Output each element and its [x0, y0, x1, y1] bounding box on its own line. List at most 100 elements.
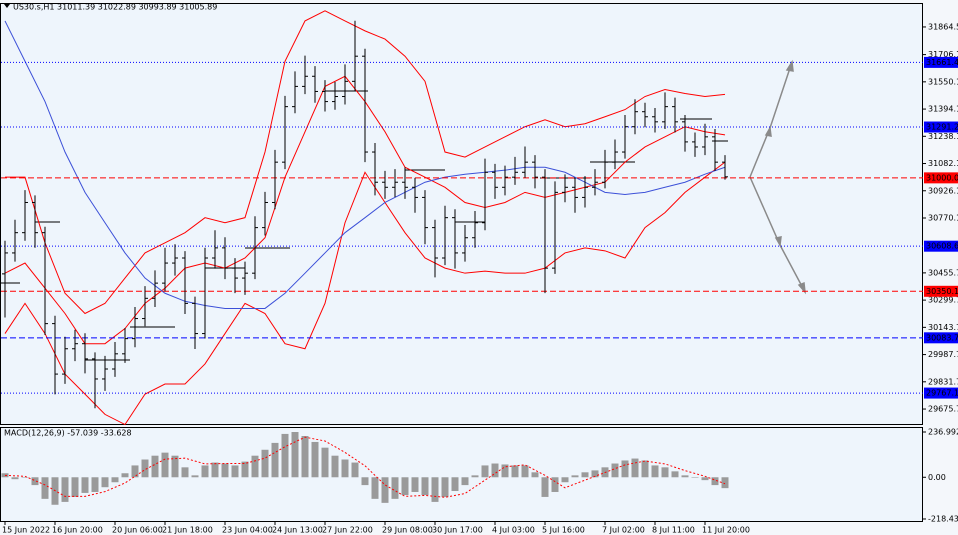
- macd-bar: [221, 463, 229, 478]
- macd-bar: [341, 459, 349, 478]
- header-marker: [4, 4, 10, 8]
- x-tick-label: 16 Jun 20:00: [52, 526, 103, 535]
- macd-bar: [401, 477, 409, 496]
- macd-bar: [41, 477, 49, 499]
- x-tick-label: 11 Jul 20:00: [702, 526, 750, 535]
- macd-bar: [91, 477, 99, 492]
- x-tick-label: 23 Jun 04:00: [222, 526, 273, 535]
- level-label: 30350.18: [926, 287, 958, 296]
- macd-bar: [241, 461, 249, 478]
- x-tick-label: 27 Jun 22:00: [322, 526, 373, 535]
- macd-bar: [671, 471, 679, 478]
- chart-title: US30.s,H1 31011.39 31022.89 30993.89 310…: [13, 3, 217, 12]
- macd-bar: [661, 467, 669, 478]
- y-tick-label: 29675.70: [928, 405, 958, 414]
- macd-bar: [361, 477, 369, 486]
- macd-bar: [691, 477, 699, 478]
- projection-arrows: [749, 59, 807, 295]
- macd-pane: [0, 427, 923, 522]
- level-label: 30608.62: [926, 242, 958, 251]
- level-label-box: [924, 285, 958, 297]
- level-label: 31661.46: [926, 58, 958, 67]
- macd-bar: [171, 455, 179, 478]
- macd-bar: [371, 477, 379, 499]
- macd-bar: [611, 463, 619, 478]
- macd-bar: [571, 475, 579, 478]
- arrow-head: [764, 125, 772, 137]
- macd-title: MACD(12,26,9) -57.039 -33.628: [4, 429, 132, 438]
- arrow-head: [774, 236, 782, 248]
- indicator-line: [5, 10, 726, 315]
- macd-bar: [501, 464, 509, 478]
- macd-bar: [381, 477, 389, 503]
- x-tick-label: 7 Jul 02:00: [602, 526, 645, 535]
- macd-bar: [631, 458, 639, 478]
- macd-bar: [61, 477, 69, 502]
- macd-bar: [21, 477, 29, 478]
- macd-bar: [391, 477, 399, 499]
- level-label: 31000.00: [926, 173, 958, 182]
- level-label-box: [924, 240, 958, 252]
- x-tick-label: 20 Jun 06:00: [112, 526, 163, 535]
- macd-bar: [31, 477, 39, 486]
- y-tick-label: -218.43: [928, 514, 958, 523]
- macd-bar: [511, 465, 519, 478]
- macd-bar: [471, 475, 479, 478]
- x-tick-label: 29 Jun 08:00: [382, 526, 433, 535]
- macd-bar: [1, 473, 9, 478]
- macd-bar: [461, 477, 469, 486]
- price-pane: [0, 3, 923, 425]
- level-label: 29767.17: [926, 389, 958, 398]
- y-tick-label: 30143.70: [928, 323, 958, 332]
- level-label-box: [924, 387, 958, 399]
- macd-bar: [681, 475, 689, 478]
- x-tick-label: 4 Jul 03:00: [492, 526, 535, 535]
- macd-bar: [451, 477, 459, 492]
- macd-bar: [181, 467, 189, 478]
- macd-bar: [541, 477, 549, 497]
- macd-bar: [551, 477, 559, 492]
- y-tick-label: 31706.10: [928, 50, 958, 59]
- macd-bar: [291, 432, 299, 478]
- macd-bar: [521, 465, 529, 478]
- x-tick-label: 15 Jun 2022: [2, 526, 50, 535]
- macd-bar: [11, 477, 19, 480]
- macd-bar: [561, 477, 569, 483]
- y-tick-label: 0.00: [928, 473, 946, 482]
- macd-bar: [411, 477, 419, 492]
- macd-bar: [641, 460, 649, 478]
- macd-bar: [261, 449, 269, 478]
- macd-bar: [111, 477, 119, 483]
- y-tick-label: 29987.70: [928, 350, 958, 359]
- level-label: 30083.70: [926, 333, 958, 342]
- macd-bar: [431, 477, 439, 502]
- macd-bar: [121, 473, 129, 478]
- macd-bar: [151, 455, 159, 478]
- macd-bar: [251, 455, 259, 478]
- macd-bar: [141, 459, 149, 478]
- arrow-head: [797, 281, 807, 295]
- level-label-box: [924, 56, 958, 68]
- macd-bar: [701, 477, 709, 481]
- y-tick-label: 30299.70: [928, 296, 958, 305]
- macd-bar: [331, 455, 339, 478]
- macd-bar: [311, 441, 319, 478]
- macd-bar: [161, 452, 169, 478]
- x-tick-label: 30 Jun 17:00: [432, 526, 483, 535]
- y-tick-label: 31864.50: [928, 22, 958, 31]
- macd-bar: [301, 436, 309, 478]
- x-tick-label: 24 Jun 13:00: [272, 526, 323, 535]
- signal-line: [4, 436, 726, 498]
- macd-bar: [101, 477, 109, 488]
- y-tick-label: 31238.10: [928, 132, 958, 141]
- macd-bar: [491, 463, 499, 478]
- level-label: 31291.23: [926, 123, 958, 132]
- x-tick-label: 8 Jul 11:00: [652, 526, 695, 535]
- macd-bar: [441, 477, 449, 497]
- macd-bar: [211, 462, 219, 478]
- y-tick-label: 29831.70: [928, 377, 958, 386]
- macd-bar: [651, 465, 659, 478]
- macd-bar: [581, 472, 589, 478]
